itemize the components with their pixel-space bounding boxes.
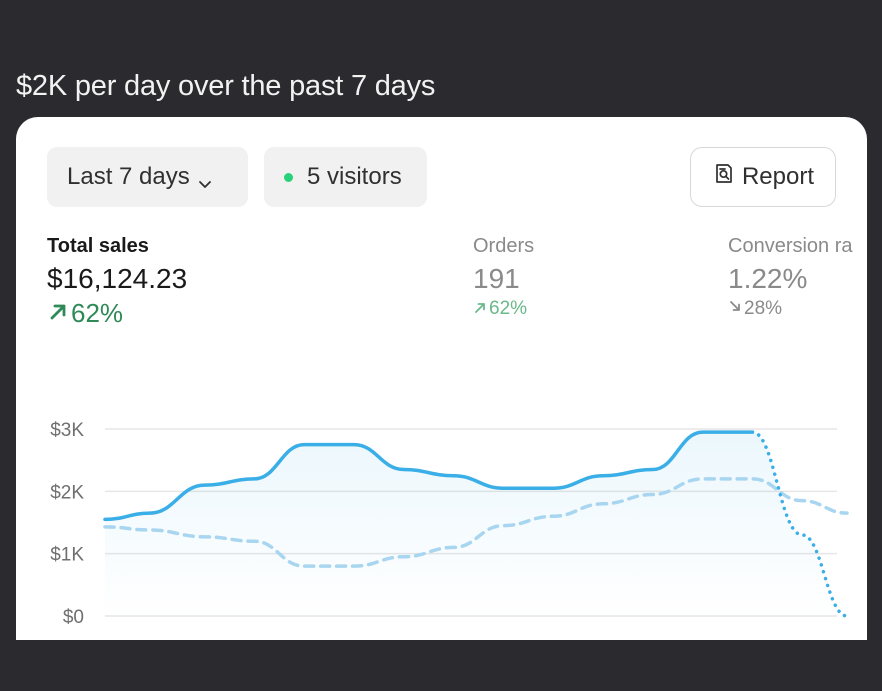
arrow-up-right-icon (47, 298, 71, 329)
metric-value: 191 (473, 263, 520, 294)
metric-delta: 62% (47, 298, 187, 329)
metric-label: Conversion ra (728, 235, 853, 257)
sales-series-line (103, 430, 755, 522)
report-icon (712, 162, 742, 193)
report-label: Report (741, 163, 815, 190)
comparison-series-line (103, 477, 849, 568)
metric-label: Orders (473, 235, 535, 257)
y-tick-label: $2K (50, 482, 84, 503)
report-button[interactable]: Report (690, 147, 836, 207)
y-tick-label: $0 (63, 607, 84, 628)
metric-delta: 62% (473, 298, 534, 320)
metric-delta-value: 28% (744, 298, 783, 319)
arrow-up-right-icon (473, 298, 489, 320)
y-tick-label: $3K (50, 420, 84, 441)
page-headline: $2K per day over the past 7 days (16, 70, 436, 102)
chart-series (103, 430, 849, 618)
metric-orders[interactable]: Orders 191 62% (473, 235, 534, 320)
metric-delta-value: 62% (489, 298, 528, 319)
metric-conversion-rate[interactable]: Conversion ra 1.22% 28% (728, 235, 853, 320)
y-axis-ticks: $3K $2K $1K $0 (50, 420, 84, 628)
metric-delta-value: 62% (71, 298, 124, 328)
chevron-down-icon (198, 170, 212, 188)
metric-total-sales[interactable]: Total sales $16,124.23 62% (47, 235, 187, 329)
live-status-dot-icon (284, 172, 293, 182)
y-tick-label: $1K (50, 545, 84, 566)
metric-value: 1.22% (728, 263, 808, 294)
sales-line-chart: $3K $2K $1K $0 (50, 420, 849, 628)
metric-value: $16,124.23 (47, 263, 188, 294)
analytics-card: Last 7 days 5 visitors Report Total sale… (16, 117, 867, 640)
date-range-label: Last 7 days (67, 163, 190, 190)
metric-label: Total sales (47, 235, 149, 257)
projection-series-line (750, 430, 849, 618)
sales-area-fill (105, 432, 847, 616)
metric-delta: 28% (728, 298, 853, 320)
live-visitors-badge[interactable]: 5 visitors (264, 147, 427, 207)
visitors-label: 5 visitors (307, 163, 402, 190)
date-range-selector[interactable]: Last 7 days (47, 147, 248, 207)
arrow-down-right-icon (728, 298, 744, 320)
